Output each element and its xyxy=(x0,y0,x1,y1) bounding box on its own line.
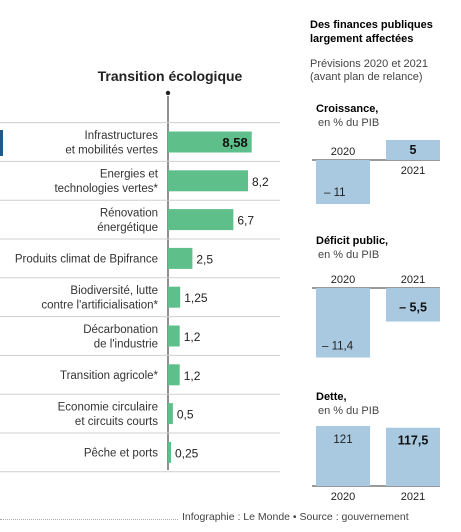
infographic: Transition écologique Infrastructures et m… xyxy=(0,19,440,503)
category-label: et mobilités vertes xyxy=(65,144,158,156)
bar xyxy=(168,364,180,386)
year-label: 2020 xyxy=(331,146,355,158)
value-label: 2,5 xyxy=(196,252,213,266)
category-label: Energies et xyxy=(100,169,159,181)
side-heading: Des finances publiques xyxy=(310,19,433,31)
category-label: Pêche et ports xyxy=(84,447,158,459)
category-label: Economie circulaire xyxy=(58,401,158,413)
value-label: 1,2 xyxy=(184,369,201,383)
side-note: (avant plan de relance) xyxy=(310,71,423,83)
bar xyxy=(168,403,173,425)
mini-bar xyxy=(316,288,370,358)
bar xyxy=(168,209,234,231)
value-label: 0,25 xyxy=(175,446,199,460)
mini-value-label: 121 xyxy=(333,434,352,446)
category-label: technologies vertes* xyxy=(54,183,158,195)
category-label: et circuits courts xyxy=(75,416,158,428)
mini-value-label: – 5,5 xyxy=(399,301,427,315)
mini-bar xyxy=(316,426,370,486)
bar xyxy=(168,441,171,463)
mini-chart-subtitle: en % du PIB xyxy=(318,405,379,417)
side-note: Prévisions 2020 et 2021 xyxy=(310,58,428,70)
category-label: de l'industrie xyxy=(94,338,158,350)
value-label: 8,2 xyxy=(252,175,269,189)
chart-title: Transition écologique xyxy=(98,68,243,84)
side-heading: largement affectées xyxy=(310,33,413,45)
value-label: 0,5 xyxy=(177,408,194,422)
category-label: Produits climat de Bpifrance xyxy=(15,253,158,265)
year-label: 2020 xyxy=(331,274,355,286)
category-label: Transition agricole* xyxy=(60,370,159,382)
footer: Infographie : Le Monde • Source : gouver… xyxy=(0,511,461,529)
axis-dot xyxy=(165,90,171,96)
value-label: 1,25 xyxy=(184,291,208,305)
category-label: énergétique xyxy=(97,222,158,234)
mini-chart-title: Croissance, xyxy=(316,103,378,115)
category-label: Rénovation xyxy=(100,207,158,219)
value-label: 6,7 xyxy=(237,214,254,228)
bar xyxy=(168,286,181,308)
year-label: 2021 xyxy=(401,274,425,286)
mini-chart-title: Dette, xyxy=(316,391,347,403)
year-label: 2021 xyxy=(401,165,425,177)
value-label: 1,2 xyxy=(184,330,201,344)
mini-chart-subtitle: en % du PIB xyxy=(318,249,379,261)
footer-rule xyxy=(0,519,178,520)
category-label: contre l'artificialisation* xyxy=(41,299,158,311)
side-accent-bar xyxy=(0,130,3,156)
value-label: 8,58 xyxy=(222,135,247,150)
bar xyxy=(168,131,252,153)
mini-bar xyxy=(386,427,440,486)
mini-bar xyxy=(316,160,370,204)
mini-value-label: – 11 xyxy=(324,187,346,199)
mini-value-label: 5 xyxy=(410,143,417,157)
mini-bar xyxy=(386,140,440,160)
bar xyxy=(168,325,180,347)
mini-chart-subtitle: en % du PIB xyxy=(318,117,379,129)
year-label: 2021 xyxy=(401,491,425,503)
mini-chart-title: Déficit public, xyxy=(316,235,388,247)
bar xyxy=(168,170,248,192)
year-label: 2020 xyxy=(331,491,355,503)
category-label: Infrastructures xyxy=(85,130,159,142)
mini-value-label: 117,5 xyxy=(398,434,429,448)
footer-credit: Infographie : Le Monde • Source : gouver… xyxy=(182,511,409,523)
mini-value-label: – 11,4 xyxy=(322,341,354,353)
category-label: Décarbonation xyxy=(83,324,158,336)
bar xyxy=(168,247,193,269)
category-label: Biodiversité, lutte xyxy=(70,285,158,297)
mini-bar xyxy=(386,288,440,322)
